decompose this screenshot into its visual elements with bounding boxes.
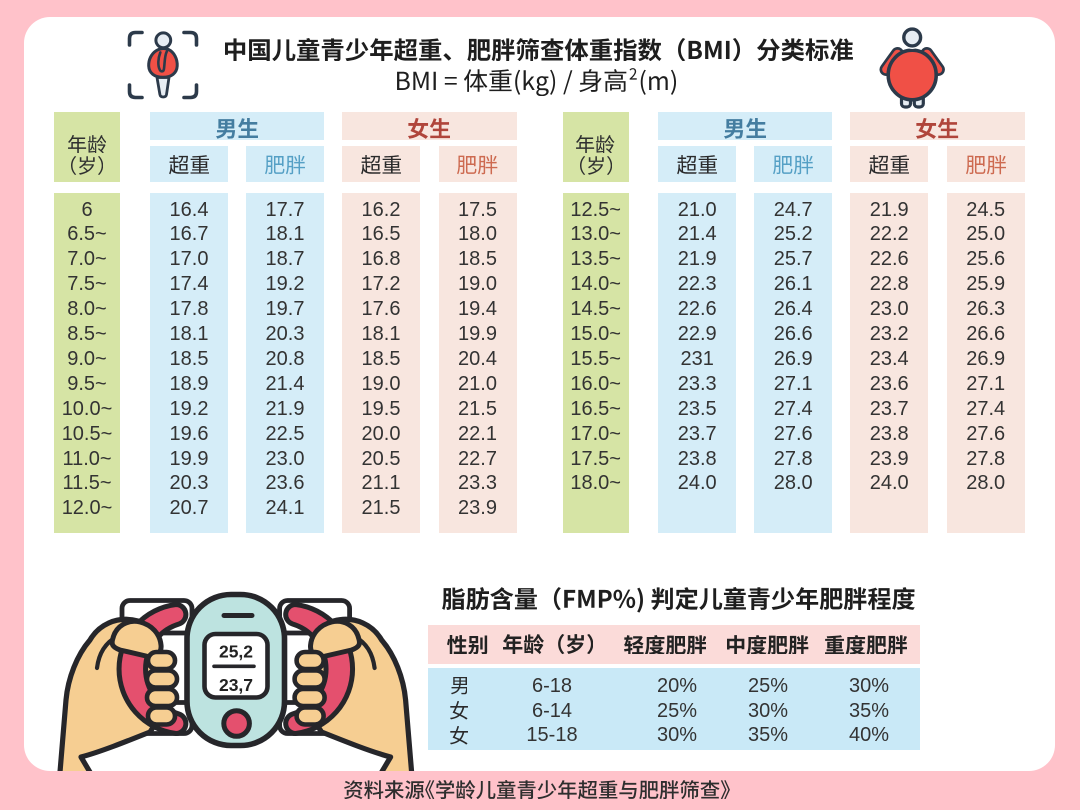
svg-text:23,7: 23,7 [219,675,253,695]
svg-text:25,2: 25,2 [219,642,253,662]
